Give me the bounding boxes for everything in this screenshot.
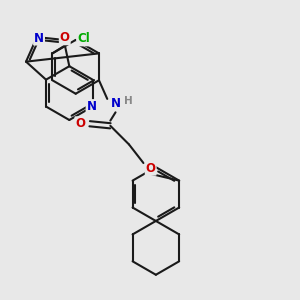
Text: N: N [110, 97, 121, 110]
Text: Cl: Cl [77, 32, 90, 45]
Text: O: O [146, 162, 156, 175]
Text: O: O [75, 117, 85, 130]
Text: N: N [34, 32, 44, 45]
Text: N: N [87, 100, 97, 113]
Text: H: H [124, 96, 132, 106]
Text: O: O [60, 31, 70, 44]
